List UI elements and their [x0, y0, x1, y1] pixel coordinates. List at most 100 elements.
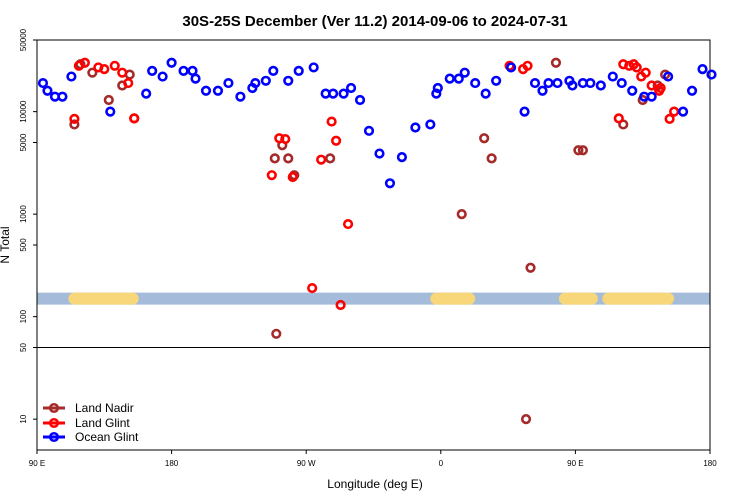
point-land-glint-0 — [69, 113, 80, 124]
point-land-glint-13 — [307, 282, 318, 294]
point-ocean-glint-22 — [293, 65, 304, 76]
y-tick-label-10: 10 — [19, 414, 28, 423]
x-tick-label-4: 90 E — [567, 459, 583, 468]
point-ocean-glint-34 — [425, 119, 436, 130]
point-land-glint-5 — [109, 60, 120, 71]
point-ocean-glint-58 — [646, 91, 657, 102]
point-land-glint-8 — [129, 113, 140, 124]
x-tick-label-1: 180 — [165, 459, 179, 468]
x-tick-label-3: 0 — [439, 459, 444, 468]
legend-marker-land-glint — [48, 417, 60, 429]
point-ocean-glint-30 — [374, 148, 385, 159]
point-land-glint-6 — [117, 67, 128, 78]
y-tick-label-50: 50 — [19, 343, 28, 352]
point-land-glint-4 — [99, 64, 110, 75]
point-land-nadir-15 — [486, 153, 497, 164]
point-ocean-glint-42 — [491, 75, 502, 86]
point-ocean-glint-43 — [505, 62, 517, 73]
point-land-glint-16 — [331, 135, 342, 146]
point-ocean-glint-37 — [444, 73, 455, 84]
point-ocean-glint-11 — [187, 65, 198, 76]
point-ocean-glint-26 — [338, 88, 349, 99]
point-ocean-glint-61 — [686, 85, 698, 96]
series-land-nadir — [69, 57, 671, 425]
point-ocean-glint-9 — [166, 57, 177, 68]
y-tick-label-1000: 1000 — [19, 205, 28, 223]
point-land-glint-14 — [316, 154, 327, 165]
point-ocean-glint-50 — [567, 80, 578, 91]
point-ocean-glint-7 — [147, 65, 158, 76]
point-land-nadir-16 — [520, 414, 532, 425]
point-land-glint-9 — [266, 170, 277, 181]
x-tick-label-0: 90 E — [29, 459, 45, 468]
data-points — [37, 57, 717, 425]
point-ocean-glint-16 — [235, 91, 246, 102]
point-land-glint-17 — [335, 299, 346, 311]
legend: Land Nadir Land Glint Ocean Glint — [43, 401, 139, 444]
point-land-glint-2 — [79, 57, 90, 68]
point-land-glint-11 — [280, 133, 291, 145]
point-land-glint-15 — [326, 116, 337, 127]
point-ocean-glint-44 — [519, 106, 530, 117]
point-land-nadir-0 — [69, 119, 80, 130]
point-ocean-glint-53 — [595, 80, 606, 91]
point-ocean-glint-8 — [157, 71, 168, 82]
series-land-glint — [69, 57, 680, 311]
y-axis: 10 50 100 500 1000 5000 10000 50000 — [19, 28, 37, 424]
point-land-nadir-14 — [479, 133, 490, 144]
point-ocean-glint-23 — [308, 62, 319, 73]
legend-marker-land-nadir — [48, 402, 60, 414]
point-ocean-glint-3 — [57, 91, 68, 102]
point-land-glint-18 — [342, 218, 354, 230]
point-ocean-glint-28 — [354, 94, 366, 106]
x-axis: 90 E 180 90 W 0 90 E 180 — [29, 450, 717, 468]
point-ocean-glint-10 — [178, 65, 189, 76]
point-ocean-glint-52 — [585, 77, 596, 89]
point-land-nadir-19 — [573, 145, 584, 156]
point-ocean-glint-46 — [537, 85, 548, 96]
point-ocean-glint-40 — [470, 77, 481, 89]
point-ocean-glint-48 — [552, 77, 563, 89]
point-land-glint-22 — [613, 113, 624, 124]
legend-label-land-glint: Land Glint — [75, 416, 130, 430]
point-ocean-glint-6 — [141, 88, 152, 99]
point-ocean-glint-41 — [480, 88, 491, 99]
point-ocean-glint-1 — [42, 85, 53, 96]
point-land-nadir-3 — [103, 94, 114, 106]
y-tick-label-100: 100 — [19, 309, 28, 323]
point-land-nadir-8 — [271, 328, 282, 339]
point-land-nadir-12 — [325, 153, 336, 164]
point-ocean-glint-38 — [453, 73, 464, 84]
chart-title: 30S-25S December (Ver 11.2) 2014-09-06 t… — [182, 13, 567, 30]
y-tick-label-500: 500 — [19, 238, 28, 252]
point-land-nadir-13 — [456, 209, 467, 220]
y-tick-label-50000: 50000 — [19, 28, 28, 51]
point-land-nadir-17 — [525, 262, 536, 273]
point-land-glint-21 — [522, 60, 533, 71]
point-ocean-glint-60 — [677, 106, 689, 117]
point-land-glint-26 — [631, 62, 642, 73]
point-land-glint-29 — [646, 80, 657, 91]
point-ocean-glint-4 — [66, 71, 77, 82]
y-tick-label-10000: 10000 — [19, 100, 28, 123]
point-land-glint-12 — [287, 171, 298, 183]
x-axis-label: Longitude (deg E) — [327, 477, 422, 491]
point-ocean-glint-5 — [105, 106, 116, 117]
point-ocean-glint-39 — [459, 67, 470, 78]
y-tick-label-5000: 5000 — [19, 133, 28, 151]
point-ocean-glint-59 — [663, 71, 674, 82]
point-ocean-glint-15 — [223, 77, 234, 89]
point-ocean-glint-33 — [410, 122, 421, 133]
point-ocean-glint-56 — [627, 85, 638, 96]
point-land-glint-32 — [664, 113, 675, 124]
point-ocean-glint-12 — [190, 73, 201, 84]
y-axis-label: N Total — [0, 226, 12, 263]
point-ocean-glint-25 — [328, 88, 339, 99]
point-ocean-glint-35 — [431, 88, 442, 99]
point-ocean-glint-32 — [396, 152, 408, 163]
point-ocean-glint-14 — [212, 85, 224, 96]
legend-label-ocean-glint: Ocean Glint — [75, 430, 139, 444]
point-ocean-glint-47 — [543, 77, 554, 89]
point-ocean-glint-36 — [432, 82, 443, 94]
point-ocean-glint-19 — [260, 75, 271, 86]
